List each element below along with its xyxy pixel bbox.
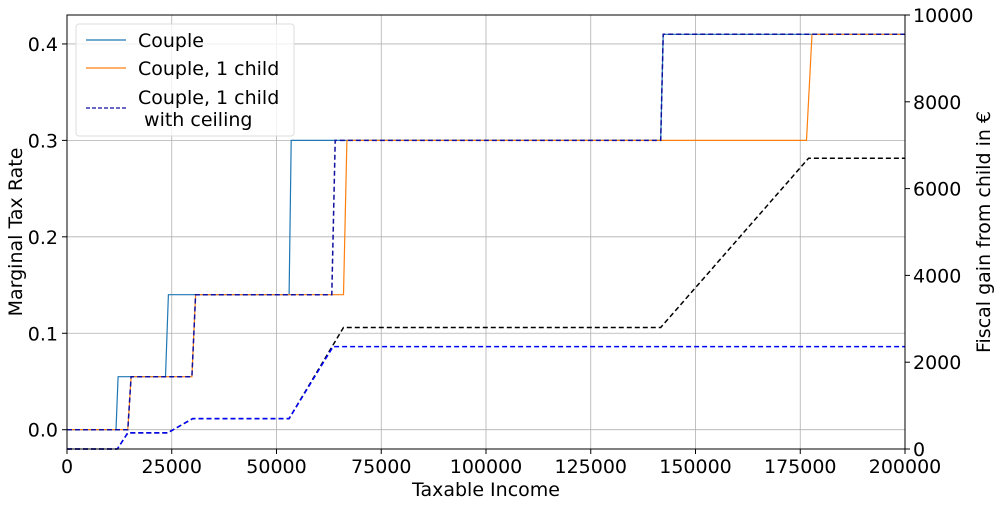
y-right-tick-label: 0 [913, 439, 925, 461]
y-right-tick-label: 10000 [913, 5, 973, 27]
legend-label-couple-1-child: Couple, 1 child [138, 58, 279, 80]
y-axis-right: 0 2000 4000 6000 8000 10000 [905, 5, 973, 461]
legend-box [75, 23, 295, 137]
legend-label-couple: Couple [138, 30, 204, 52]
y-right-tick-label: 6000 [913, 179, 961, 201]
series-line-4 [67, 345, 905, 450]
x-tick-label: 150000 [659, 456, 732, 478]
x-tick-label: 100000 [450, 456, 523, 478]
y-left-tick-label: 0.4 [28, 34, 58, 56]
x-axis: 0 25000 50000 75000 100000 125000 150000 175000… [61, 449, 941, 478]
y-left-tick-label: 0.3 [28, 130, 58, 152]
grid [66, 15, 906, 449]
x-tick-label: 50000 [246, 456, 306, 478]
y-axis-left: 0.0 0.1 0.2 0.3 0.4 [28, 34, 67, 442]
x-tick-label: 200000 [869, 456, 942, 478]
x-tick-label: 75000 [351, 456, 411, 478]
y-left-tick-label: 0.2 [28, 227, 58, 249]
series-line-2 [67, 33, 905, 431]
legend-label-couple-1-child-ceiling: Couple, 1 child with ceiling [138, 87, 285, 131]
x-tick-label: 0 [61, 456, 73, 478]
x-tick-label: 175000 [764, 456, 837, 478]
x-axis-label: Taxable Income [411, 479, 560, 501]
y-right-tick-label: 2000 [913, 352, 961, 374]
legend: Couple Couple, 1 child Couple, 1 child w… [75, 23, 295, 137]
y-right-tick-label: 4000 [913, 265, 961, 287]
y-axis-left-label: Marginal Tax Rate [5, 148, 27, 317]
x-tick-label: 125000 [554, 456, 627, 478]
y-left-tick-label: 0.1 [28, 323, 58, 345]
y-left-tick-label: 0.0 [28, 420, 58, 442]
series-layer [67, 33, 905, 450]
y-axis-right-label: Fiscal gain from child in € [973, 111, 995, 353]
y-right-tick-label: 8000 [913, 92, 961, 114]
x-tick-label: 25000 [142, 456, 202, 478]
